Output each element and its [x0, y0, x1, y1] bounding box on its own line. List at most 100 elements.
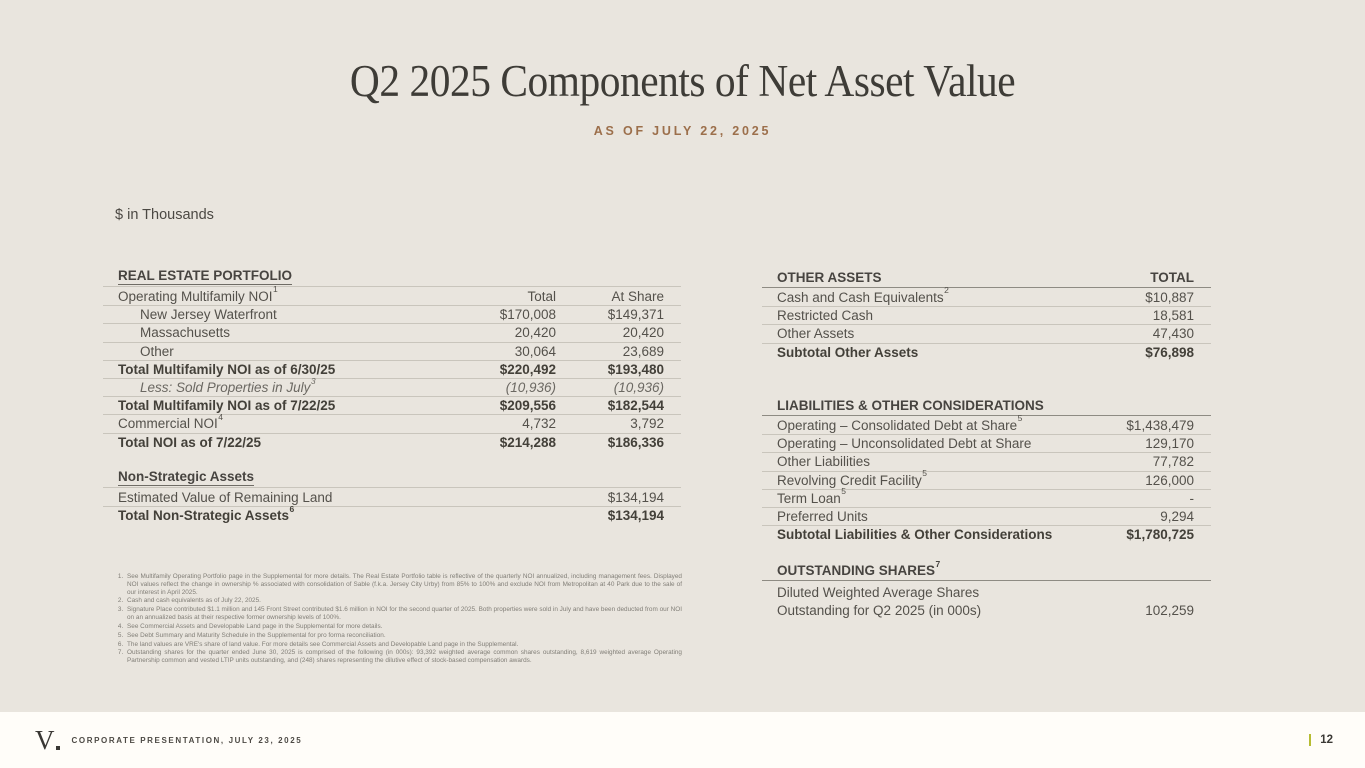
table-row: Less: Sold Properties in July3 (10,936) … — [103, 375, 681, 396]
row-label: Other — [140, 343, 174, 359]
row-label: Total Non-Strategic Assets6 — [118, 503, 295, 524]
page-title-text: Q2 2025 Components of Net Asset Value — [349, 56, 1016, 106]
row-value-total: (10,936) — [505, 380, 556, 396]
row-value: 77,782 — [1152, 454, 1194, 470]
row-label: Revolving Credit Facility5 — [777, 468, 928, 488]
real-estate-portfolio-table: REAL ESTATE PORTFOLIO Operating Multifam… — [103, 267, 681, 451]
footnote-ref: 4 — [218, 411, 223, 422]
row-label: Restricted Cash — [777, 308, 874, 324]
page-title: Q2 2025 Components of Net Asset Value — [0, 55, 1365, 107]
table-row-total: Subtotal Other Assets $76,898 — [762, 342, 1211, 361]
footnote-ref: 6 — [289, 503, 295, 514]
section-header: LIABILITIES & OTHER CONSIDERATIONS — [762, 395, 1211, 416]
page-indicator: 12 — [1308, 734, 1333, 746]
page-subtitle: AS OF JULY 22, 2025 — [593, 124, 772, 138]
section-header: REAL ESTATE PORTFOLIO — [103, 267, 681, 286]
row-value: 18,581 — [1152, 308, 1194, 324]
footnote-item: See Multifamily Operating Portfolio page… — [125, 573, 682, 596]
row-value: 126,000 — [1145, 472, 1194, 488]
column-header-total: Total — [527, 288, 556, 304]
table-row: Other Assets 47,430 — [762, 324, 1211, 342]
row-label: Less: Sold Properties in July3 — [140, 375, 316, 396]
table-row-total: Subtotal Liabilities & Other Considerati… — [762, 525, 1211, 543]
row-value-total: 30,064 — [514, 343, 556, 359]
section-header-label: REAL ESTATE PORTFOLIO — [118, 268, 293, 285]
row-value-at-share: $134,194 — [607, 489, 664, 505]
row-value-at-share: $182,544 — [607, 398, 664, 414]
section-header-label: OUTSTANDING SHARES7 — [777, 558, 941, 578]
column-header-row: Operating Multifamily NOI1 Total At Shar… — [103, 284, 681, 305]
footnote-ref: 5 — [922, 468, 928, 479]
page-number: 12 — [1320, 734, 1333, 746]
row-value: $76,898 — [1145, 344, 1194, 360]
footer: V CORPORATE PRESENTATION, JULY 23, 2025 … — [0, 712, 1365, 768]
row-label: Other Assets — [777, 326, 855, 342]
row-value-at-share: 3,792 — [630, 416, 664, 432]
row-value-at-share: $149,371 — [607, 307, 664, 323]
section-header: OTHER ASSETS TOTAL — [762, 267, 1211, 288]
footnote-ref: 1 — [273, 284, 278, 295]
row-label: Total NOI as of 7/22/25 — [118, 434, 262, 450]
footnote-ref: 2 — [944, 285, 949, 296]
row-label: Operating Multifamily NOI1 — [118, 284, 278, 304]
table-row: Cash and Cash Equivalents2 $10,887 — [762, 285, 1211, 306]
row-value: $1,438,479 — [1126, 417, 1194, 433]
row-value-total: $214,288 — [499, 434, 556, 450]
table-row: New Jersey Waterfront $170,008 $149,371 — [103, 305, 681, 323]
row-label: Cash and Cash Equivalents2 — [777, 285, 949, 305]
row-label: Massachusetts — [140, 325, 231, 341]
row-value: 47,430 — [1152, 326, 1194, 342]
row-label: Estimated Value of Remaining Land — [118, 489, 333, 505]
other-assets-table: OTHER ASSETS TOTAL Cash and Cash Equival… — [762, 267, 1211, 361]
footnote-ref: 5 — [841, 486, 847, 497]
section-header: OUTSTANDING SHARES7 — [762, 558, 1211, 581]
table-row-total: Total Multifamily NOI as of 7/22/25 $209… — [103, 396, 681, 414]
liabilities-rows: Operating – Consolidated Debt at Share5 … — [762, 413, 1211, 543]
footnote-ref: 5 — [1017, 413, 1023, 424]
row-label: Subtotal Other Assets — [777, 344, 919, 360]
units-note: $ in Thousands — [115, 207, 214, 223]
column-header-total: TOTAL — [1150, 270, 1194, 285]
row-label: Diluted Weighted Average Shares Outstand… — [777, 585, 982, 618]
brand-logo-letter: V — [35, 725, 55, 755]
footnote-ref: 3 — [310, 375, 316, 386]
row-value-total: $170,008 — [499, 307, 556, 323]
row-value-at-share: $193,480 — [607, 361, 664, 377]
liabilities-table: LIABILITIES & OTHER CONSIDERATIONS Opera… — [762, 395, 1211, 543]
footnote-item: See Debt Summary and Maturity Schedule i… — [125, 632, 682, 640]
row-label: Total Multifamily NOI as of 7/22/25 — [118, 398, 336, 414]
row-label: Operating – Unconsolidated Debt at Share — [777, 436, 1032, 452]
brand-logo-dot-icon — [55, 746, 60, 750]
footnote-item: Cash and cash equivalents as of July 22,… — [125, 597, 682, 605]
row-value-at-share: 20,420 — [622, 325, 664, 341]
table-row: Operating – Consolidated Debt at Share5 … — [762, 413, 1211, 434]
non-strategic-assets-table: Non-Strategic Assets Estimated Value of … — [103, 468, 681, 524]
row-label: Other Liabilities — [777, 454, 871, 470]
section-header: Non-Strategic Assets — [103, 468, 681, 487]
row-label: Preferred Units — [777, 509, 868, 525]
footnotes-list: See Multifamily Operating Portfolio page… — [114, 573, 682, 665]
footnotes: See Multifamily Operating Portfolio page… — [114, 573, 682, 666]
table-row: Estimated Value of Remaining Land $134,1… — [103, 488, 681, 506]
row-value-at-share: 23,689 — [622, 343, 664, 359]
row-value-at-share: $134,194 — [607, 508, 664, 524]
row-label: Commercial NOI4 — [118, 411, 223, 432]
footnote-item: Outstanding shares for the quarter ended… — [125, 649, 682, 665]
footnote-ref: 7 — [935, 558, 941, 569]
table-row-total: Total Non-Strategic Assets6 $134,194 — [103, 503, 681, 524]
table-row: Other Liabilities 77,782 — [762, 452, 1211, 470]
row-label: New Jersey Waterfront — [140, 307, 277, 323]
row-value-total: $209,556 — [499, 398, 556, 414]
footer-caption: CORPORATE PRESENTATION, JULY 23, 2025 — [71, 735, 303, 745]
table-row: Preferred Units 9,294 — [762, 506, 1211, 525]
row-label: Subtotal Liabilities & Other Considerati… — [777, 527, 1053, 543]
table-row: Massachusetts 20,420 20,420 — [103, 323, 681, 341]
column-header-at-share: At Share — [611, 288, 664, 304]
table-row: Diluted Weighted Average Shares Outstand… — [762, 581, 1211, 619]
row-label: Term Loan5 — [777, 486, 847, 506]
row-value-total: $220,492 — [499, 361, 556, 377]
table-row: Term Loan5 - — [762, 486, 1211, 507]
row-value-at-share: $186,336 — [607, 434, 664, 450]
table-row: Operating – Unconsolidated Debt at Share… — [762, 434, 1211, 452]
